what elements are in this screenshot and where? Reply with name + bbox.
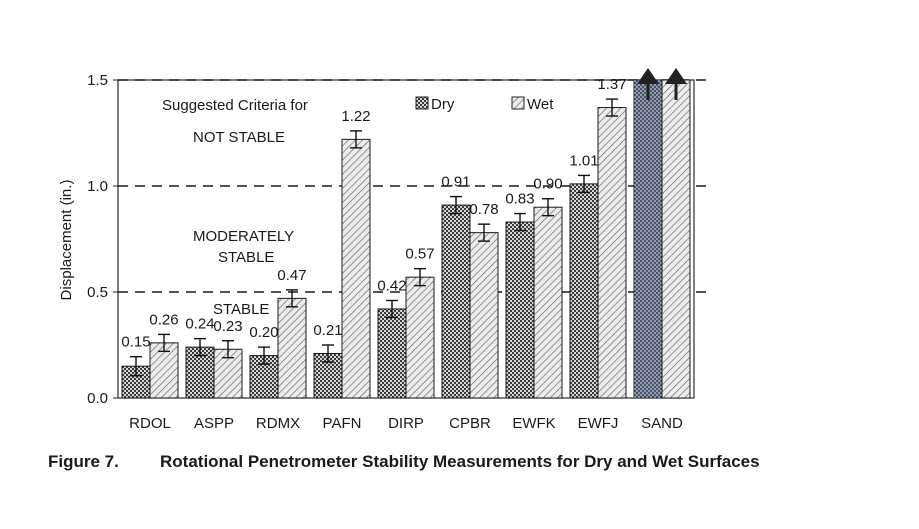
figure-number: Figure 7. (48, 452, 119, 471)
figure-caption: Figure 7. Rotational Penetrometer Stabili… (48, 452, 760, 472)
value-label-dry-rdmx: 0.20 (249, 324, 278, 341)
bars-group: 0.15 0.26 RDOL 0.240.23 ASPP 0.20 0.47 RDMX 0.21… (121, 68, 691, 432)
moderately-label-1: MODERATELY (193, 228, 294, 245)
value-label-wet-pafn: 1.22 (341, 108, 370, 125)
legend-wet-swatch (511, 96, 525, 110)
value-label-dry-ewfj: 1.01 (569, 152, 598, 169)
category-label-ewfj: EWFJ (578, 415, 619, 432)
bar-tint (634, 80, 662, 398)
value-label-wet-cpbr: 0.78 (469, 201, 498, 218)
bar-dry-cpbr (441, 204, 471, 399)
y-tick-label: 0.5 (87, 284, 108, 301)
bar-wet-pafn (341, 138, 371, 399)
criteria-title: Suggested Criteria for (162, 97, 308, 114)
bar-dry-ewfj (569, 183, 599, 399)
value-label-wet-ewfk: 0.90 (533, 176, 562, 193)
value-label-wet-dirp: 0.57 (405, 246, 434, 263)
category-label-ewfk: EWFK (512, 415, 555, 432)
value-label-dry-rdol: 0.15 (121, 334, 150, 351)
legend-dry-label: Dry (431, 96, 455, 113)
category-label-cpbr: CPBR (449, 415, 491, 432)
bar-wet-rdmx (277, 297, 307, 399)
value-label-wet-rdmx: 0.47 (277, 267, 306, 284)
value-label-dry-pafn: 0.21 (313, 322, 342, 339)
y-tick-label: 1.5 (87, 72, 108, 89)
bar-wet-dirp (405, 276, 435, 399)
bar-wet-sand (661, 79, 691, 399)
legend: Dry Wet (415, 96, 554, 113)
y-tick-label: 0.0 (87, 390, 108, 407)
bar-wet-ewfj (597, 107, 627, 399)
figure-title: Rotational Penetrometer Stability Measur… (160, 452, 760, 471)
not-stable-label: NOT STABLE (193, 129, 285, 146)
value-label-wet-aspp: 0.23 (213, 318, 242, 335)
category-label-sand: SAND (641, 415, 683, 432)
stable-label: STABLE (213, 301, 269, 318)
category-label-pafn: PAFN (323, 415, 362, 432)
value-label-dry-dirp: 0.42 (377, 277, 406, 294)
category-label-rdol: RDOL (129, 415, 171, 432)
value-label-dry-ewfk: 0.83 (505, 191, 534, 208)
bar-dry-dirp (377, 308, 407, 399)
offscale-arrow-head (637, 68, 659, 84)
category-label-aspp: ASPP (194, 415, 234, 432)
y-axis-title: Displacement (in.) (58, 180, 75, 301)
y-axis: 0.0 0.5 1.0 1.5 (87, 72, 118, 407)
moderately-label-2: STABLE (218, 249, 274, 266)
category-label-dirp: DIRP (388, 415, 424, 432)
value-label-wet-rdol: 0.26 (149, 311, 178, 328)
category-label-rdmx: RDMX (256, 415, 300, 432)
bar-dry-ewfk (505, 221, 535, 399)
value-label-dry-cpbr: 0.91 (441, 174, 470, 191)
offscale-arrow-head (665, 68, 687, 84)
bar-wet-ewfk (533, 206, 563, 399)
value-label-dry-aspp: 0.24 (185, 316, 214, 333)
value-label-wet-ewfj: 1.37 (597, 76, 626, 93)
y-tick-label: 1.0 (87, 178, 108, 195)
bar-wet-cpbr (469, 232, 499, 399)
legend-wet-label: Wet (527, 96, 554, 113)
legend-dry-swatch (415, 96, 429, 110)
